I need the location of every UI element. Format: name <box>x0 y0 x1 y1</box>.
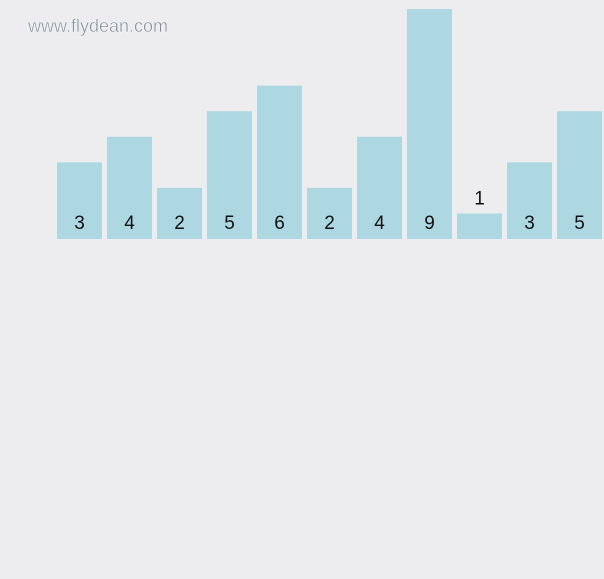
bar <box>307 187 352 239</box>
bar <box>257 85 302 240</box>
bar <box>557 111 602 239</box>
bar <box>357 136 402 239</box>
bar-label: 3 <box>74 213 85 234</box>
bar-label: 9 <box>424 213 435 234</box>
bar-label: 2 <box>174 213 185 234</box>
watermark: www.flydean.com <box>27 16 168 36</box>
bar <box>157 187 202 239</box>
bar-label: 1 <box>474 188 485 209</box>
bar-label: 4 <box>124 213 135 234</box>
bar-label: 4 <box>374 213 385 234</box>
bar <box>457 213 502 239</box>
bar <box>207 111 252 239</box>
bar-label: 6 <box>274 213 285 234</box>
bar-label: 3 <box>524 213 535 234</box>
bar-label: 5 <box>224 213 235 234</box>
bar-label: 5 <box>574 213 585 234</box>
bar <box>407 9 452 239</box>
bar-label: 2 <box>324 213 335 234</box>
bar <box>107 136 152 239</box>
bar <box>507 162 552 239</box>
bar <box>57 162 102 239</box>
